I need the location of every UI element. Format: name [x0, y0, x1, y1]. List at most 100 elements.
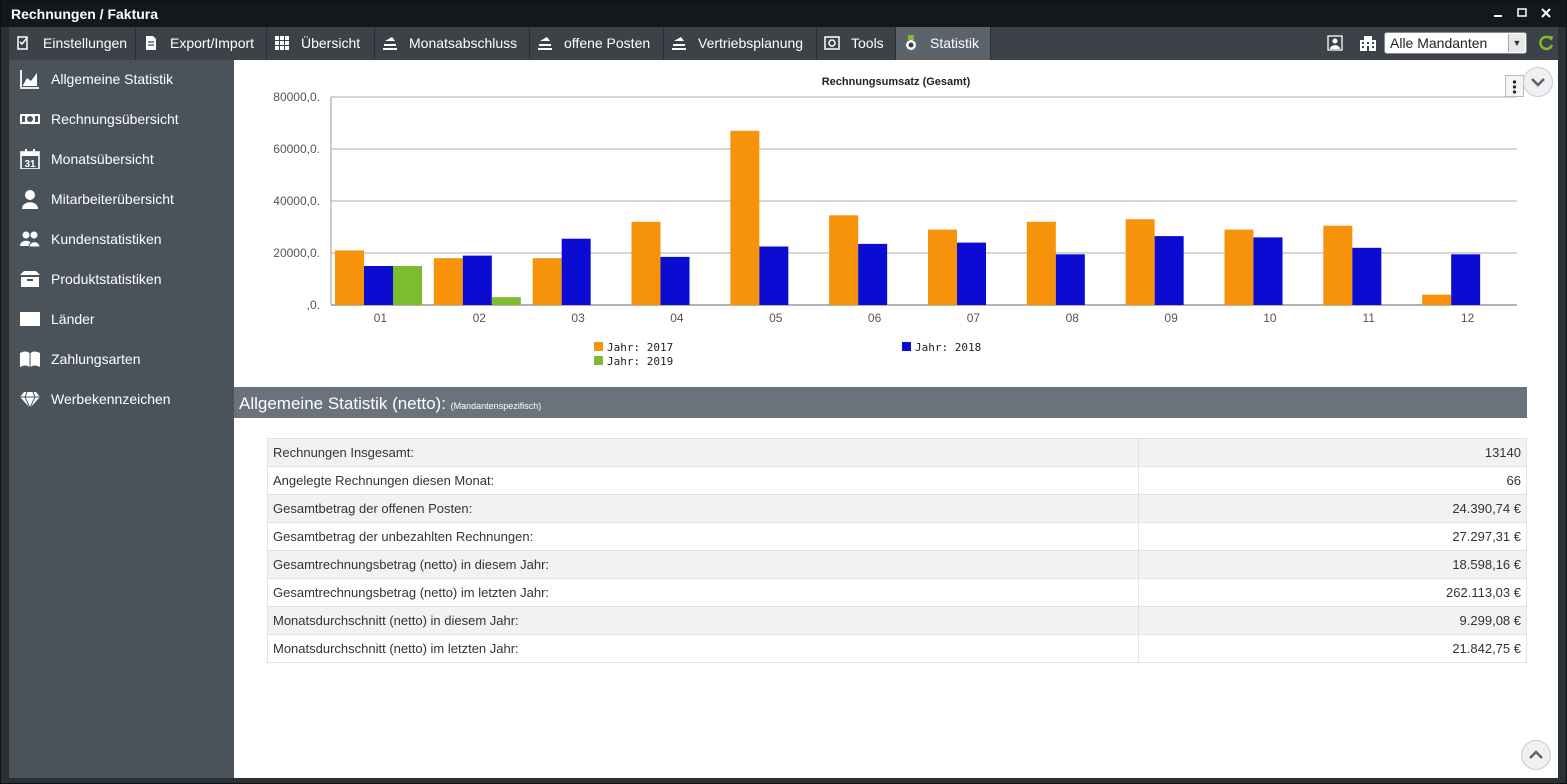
checklist-icon [17, 36, 28, 50]
menu-einstellungen[interactable]: Einstellungen [9, 27, 136, 60]
bar-2019-01 [393, 266, 422, 305]
stat-label: Gesamtrechnungsbetrag (netto) im letzten… [267, 578, 1139, 607]
sidebar-item-zahlungsarten[interactable]: Zahlungsarten [9, 340, 234, 380]
stat-label: Gesamtbetrag der offenen Posten: [267, 494, 1139, 523]
stat-label: Gesamtrechnungsbetrag (netto) in diesem … [267, 550, 1139, 579]
sidebar-item-mitarbeiteruebersicht[interactable]: Mitarbeiterübersicht [9, 180, 234, 220]
x-tick-label: 04 [670, 311, 684, 325]
menu-bar: Einstellungen Export/Import Übersicht Mo… [9, 27, 1558, 60]
flag-icon [20, 312, 40, 326]
y-tick-label: 20000,0. [273, 246, 320, 260]
bar-2017-05 [730, 130, 760, 305]
bar-2017-11 [1323, 225, 1353, 305]
money-icon [20, 114, 40, 124]
y-tick-label: ,0. [307, 298, 320, 312]
legend-entry: Jahr: 2019 [607, 355, 673, 368]
menu-label: offene Posten [564, 35, 651, 51]
chart-icon [20, 70, 39, 89]
refresh-icon[interactable] [1537, 34, 1555, 52]
bar-2018-05 [759, 246, 789, 305]
stat-label: Gesamtbetrag der unbezahlten Rechnungen: [267, 522, 1139, 551]
maximize-icon[interactable] [1511, 4, 1533, 24]
y-tick-label: 40000,0. [273, 194, 320, 208]
sidebar-item-werbekennzeichen[interactable]: Werbekennzeichen [9, 380, 234, 420]
menu-label: Statistik [930, 35, 980, 51]
legend-swatch [594, 342, 603, 351]
collapse-button[interactable] [1523, 67, 1553, 97]
chevron-down-icon[interactable]: ▼ [1508, 34, 1525, 52]
sidebar-item-kundenstatistiken[interactable]: Kundenstatistiken [9, 220, 234, 260]
menu-label: Tools [851, 35, 884, 51]
stats-section-subtitle: (Mandantenspezifisch) [450, 401, 542, 411]
book-icon [20, 351, 40, 367]
legend-swatch [594, 356, 603, 365]
x-tick-label: 06 [868, 311, 882, 325]
legend-entry: Jahr: 2017 [607, 341, 673, 354]
y-tick-label: 80000,0. [273, 90, 320, 104]
menu-label: Übersicht [301, 35, 361, 51]
table-row: Rechnungen Insgesamt: 13140 [267, 438, 1527, 467]
scroll-top-button[interactable] [1521, 740, 1551, 770]
building-icon[interactable] [1359, 35, 1377, 51]
stat-label: Monatsdurchschnitt (netto) in diesem Jah… [267, 606, 1139, 635]
bar-2017-04 [631, 221, 661, 305]
bar-2018-11 [1352, 247, 1382, 305]
x-tick-label: 02 [473, 311, 487, 325]
menu-label: Vertriebsplanung [698, 35, 804, 51]
stat-value: 13140 [1138, 438, 1527, 467]
menu-offene-posten[interactable]: offene Posten [530, 27, 664, 60]
medal-icon [906, 35, 916, 50]
bar-2017-10 [1224, 229, 1254, 305]
menu-export-import[interactable]: Export/Import [136, 27, 267, 60]
bar-2018-09 [1154, 236, 1184, 305]
bar-2018-07 [957, 242, 986, 305]
mandant-select-value: Alle Mandanten [1390, 35, 1488, 51]
menu-statistik[interactable]: Statistik [896, 27, 991, 60]
sidebar-item-label: Allgemeine Statistik [51, 71, 174, 87]
sidebar-item-allgemeine-statistik[interactable]: Allgemeine Statistik [9, 60, 234, 100]
stamp-icon [672, 37, 686, 50]
window-title: Rechnungen / Faktura [11, 6, 159, 22]
menu-monatsabschluss[interactable]: Monatsabschluss [375, 27, 530, 60]
sidebar: Allgemeine Statistik Rechnungsübersicht … [9, 60, 234, 778]
stamp-icon [383, 37, 397, 50]
close-icon[interactable] [1535, 4, 1557, 24]
x-tick-label: 03 [571, 311, 585, 325]
sidebar-item-label: Zahlungsarten [51, 351, 141, 367]
menu-uebersicht[interactable]: Übersicht [267, 27, 375, 60]
mandant-select[interactable]: Alle Mandanten ▼ [1384, 32, 1527, 54]
bar-2018-08 [1055, 254, 1085, 305]
bar-2017-01 [335, 250, 364, 305]
menu-vertriebsplanung[interactable]: Vertriebsplanung [664, 27, 817, 60]
stat-label: Monatsdurchschnitt (netto) im letzten Ja… [267, 634, 1139, 663]
x-tick-label: 08 [1066, 311, 1080, 325]
sidebar-item-label: Mitarbeiterübersicht [51, 191, 174, 207]
bar-2018-02 [462, 255, 492, 305]
bar-2018-04 [660, 256, 690, 305]
person-icon [22, 190, 38, 209]
bar-2018-01 [364, 266, 393, 305]
stat-value: 66 [1138, 466, 1527, 495]
grid-icon [275, 36, 289, 50]
sidebar-item-monatsuebersicht[interactable]: 31 Monatsübersicht [9, 140, 234, 180]
sidebar-item-rechnungsuebersicht[interactable]: Rechnungsübersicht [9, 100, 234, 140]
stamp-icon [538, 37, 552, 50]
menu-label: Monatsabschluss [409, 35, 518, 51]
stat-value: 24.390,74 € [1138, 494, 1527, 523]
stats-section-header: Allgemeine Statistik (netto): (Mandanten… [234, 387, 1527, 418]
chart-menu-button[interactable] [1505, 75, 1524, 97]
sidebar-item-laender[interactable]: Länder [9, 300, 234, 340]
table-row: Monatsdurchschnitt (netto) in diesem Jah… [267, 606, 1527, 635]
chevron-up-icon [1529, 750, 1543, 759]
x-tick-label: 01 [374, 311, 388, 325]
menu-tools[interactable]: Tools [817, 27, 896, 60]
legend-entry: Jahr: 2018 [915, 341, 981, 354]
chart-title: Rechnungsumsatz (Gesamt) [821, 76, 971, 88]
x-tick-label: 05 [769, 311, 783, 325]
minimize-icon[interactable] [1487, 4, 1509, 24]
user-card-icon[interactable] [1327, 35, 1343, 51]
sidebar-item-produktstatistiken[interactable]: Produktstatistiken [9, 260, 234, 300]
bar-2017-09 [1125, 219, 1155, 305]
bar-2017-12 [1422, 294, 1452, 305]
